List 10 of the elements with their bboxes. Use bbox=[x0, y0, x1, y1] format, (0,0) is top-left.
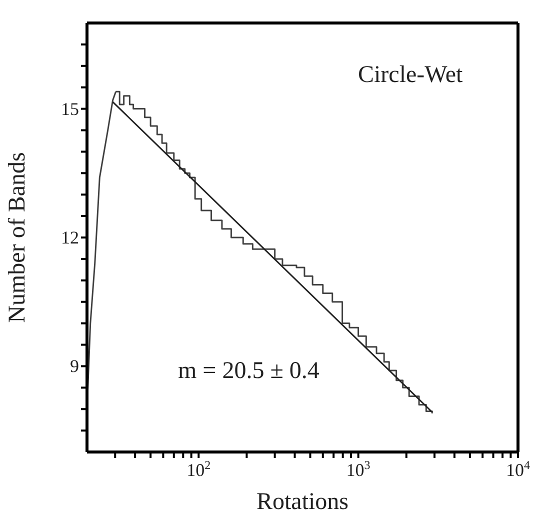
y-tick-label: 15 bbox=[61, 98, 79, 119]
x-tick-label: 10$^{2}$ bbox=[186, 458, 211, 480]
x-axis-title: Rotations bbox=[256, 489, 349, 515]
annotation: Circle-Wet bbox=[358, 62, 463, 89]
x-tick-label: 10$^{4}$ bbox=[506, 458, 530, 480]
annotation: m = 20.5 ± 0.4 bbox=[178, 358, 320, 385]
y-tick-label: 9 bbox=[70, 356, 79, 376]
y-tick-label: 12 bbox=[61, 228, 79, 248]
x-tick-label: 10$^{3}$ bbox=[346, 458, 370, 480]
y-axis-title: Number of Bands bbox=[4, 152, 31, 323]
